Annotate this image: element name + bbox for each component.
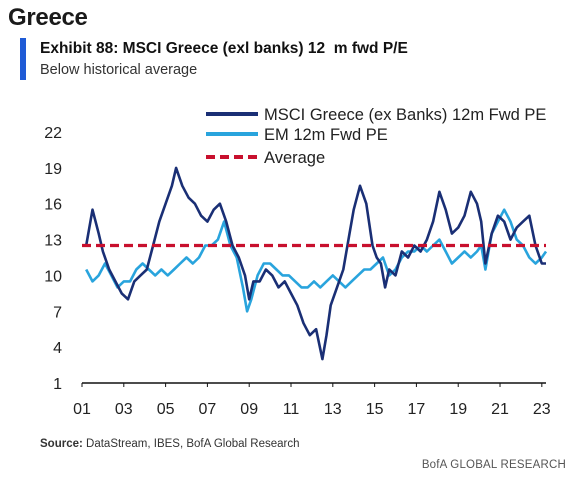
y-tick-label: 19 — [44, 161, 62, 178]
source-label: Source: — [40, 438, 83, 450]
source-text: DataStream, IBES, BofA Global Research — [82, 438, 300, 450]
y-axis: 1 4 7 10 13 16 19 22 — [44, 125, 62, 393]
y-tick-label: 22 — [44, 125, 62, 142]
x-tick-label: 15 — [366, 401, 384, 418]
series-line-msci-greece — [84, 166, 546, 361]
page-title: Greece — [8, 4, 88, 31]
legend-label: MSCI Greece (ex Banks) 12m Fwd PE — [264, 106, 546, 124]
brand-label: BofA GLOBAL RESEARCH — [421, 459, 566, 471]
x-tick-label: 21 — [491, 401, 509, 418]
y-tick-label: 13 — [44, 233, 62, 250]
title-accent-bar — [20, 38, 26, 80]
x-tick-label: 07 — [199, 401, 217, 418]
legend-label: EM 12m Fwd PE — [264, 126, 388, 144]
y-tick-label: 7 — [53, 304, 62, 321]
y-tick-label: 1 — [53, 376, 62, 393]
exhibit-subtitle: Below historical average — [40, 62, 198, 78]
x-tick-label: 19 — [449, 401, 467, 418]
series-layer — [82, 166, 548, 361]
legend-label: Average — [264, 149, 325, 167]
x-tick-label: 23 — [533, 401, 551, 418]
x-tick-label: 11 — [283, 401, 300, 418]
x-tick-label: 01 — [73, 401, 91, 418]
y-tick-label: 4 — [53, 340, 62, 357]
x-tick-label: 17 — [408, 401, 426, 418]
chart-legend: MSCI Greece (ex Banks) 12m Fwd PE EM 12m … — [206, 106, 546, 167]
x-tick-label: 13 — [324, 401, 342, 418]
x-tick-label: 05 — [157, 401, 175, 418]
series-line-em — [85, 208, 548, 313]
y-tick-label: 10 — [44, 268, 62, 285]
exhibit-title: Exhibit 88: MSCI Greece (exl banks) 12 m… — [40, 40, 408, 57]
y-tick-label: 16 — [44, 197, 62, 214]
x-tick-label: 03 — [115, 401, 133, 418]
x-tick-label: 09 — [240, 401, 258, 418]
source-note: Source: DataStream, IBES, BofA Global Re… — [40, 438, 300, 450]
x-axis: 01 03 05 07 09 11 13 15 17 19 21 23 — [73, 382, 551, 418]
